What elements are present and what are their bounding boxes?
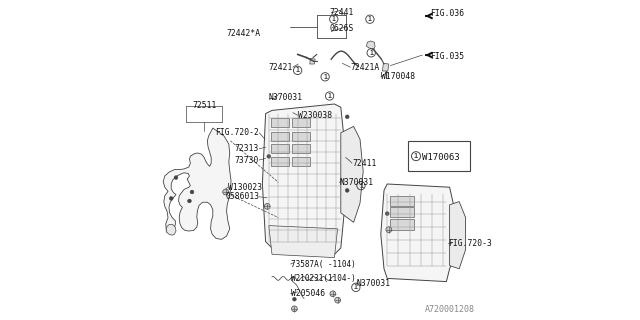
Text: FIG.720-3: FIG.720-3 [448, 239, 492, 248]
Text: 72313: 72313 [235, 144, 259, 153]
Text: 72421: 72421 [268, 63, 292, 72]
Polygon shape [390, 207, 415, 217]
Circle shape [188, 199, 191, 203]
Polygon shape [271, 144, 289, 153]
Text: 1: 1 [359, 183, 363, 188]
Circle shape [385, 212, 389, 216]
Circle shape [292, 306, 297, 312]
Text: FIG.035: FIG.035 [430, 52, 465, 60]
Circle shape [330, 291, 336, 297]
Text: N370031: N370031 [357, 279, 391, 288]
Polygon shape [163, 128, 231, 239]
Text: 1: 1 [296, 68, 300, 73]
Polygon shape [262, 104, 347, 254]
Polygon shape [271, 118, 289, 127]
Text: W230038: W230038 [298, 111, 332, 120]
Polygon shape [340, 126, 364, 222]
Circle shape [174, 176, 178, 180]
Text: 1: 1 [354, 284, 358, 290]
Polygon shape [310, 58, 315, 64]
Circle shape [223, 189, 228, 195]
Text: 72442*A: 72442*A [227, 29, 261, 38]
Polygon shape [390, 220, 415, 230]
Circle shape [386, 227, 392, 233]
Polygon shape [366, 41, 375, 50]
Text: 72511: 72511 [192, 101, 216, 110]
Polygon shape [381, 184, 456, 282]
Text: 1: 1 [323, 74, 327, 80]
Text: FIG.036: FIG.036 [430, 9, 465, 18]
Text: W130023: W130023 [228, 183, 262, 192]
Text: N370031: N370031 [269, 93, 303, 102]
Text: W170063: W170063 [422, 153, 460, 162]
Polygon shape [292, 156, 310, 165]
Text: W170048: W170048 [381, 72, 415, 81]
Text: 0626S: 0626S [330, 24, 354, 33]
Circle shape [267, 155, 271, 158]
Text: 1: 1 [368, 16, 372, 22]
Circle shape [335, 297, 340, 303]
Text: W210231(1104-): W210231(1104-) [291, 274, 355, 283]
Text: 72421A: 72421A [351, 63, 380, 72]
Text: W205046: W205046 [291, 289, 324, 298]
Text: 1: 1 [328, 93, 332, 99]
Polygon shape [271, 156, 289, 165]
Text: 73587A( -1104): 73587A( -1104) [291, 260, 355, 268]
Circle shape [264, 204, 270, 209]
Polygon shape [390, 196, 415, 206]
Polygon shape [449, 202, 466, 269]
Text: 72411: 72411 [352, 159, 376, 168]
Polygon shape [292, 144, 310, 153]
Text: 0586013: 0586013 [225, 192, 259, 201]
Polygon shape [269, 226, 338, 258]
Text: 72441: 72441 [330, 8, 354, 17]
Polygon shape [271, 132, 289, 141]
Circle shape [346, 115, 349, 119]
Text: FIG.720-2: FIG.720-2 [215, 128, 259, 137]
Circle shape [346, 188, 349, 192]
Circle shape [169, 196, 173, 200]
Circle shape [190, 190, 194, 194]
Text: 1: 1 [369, 50, 373, 56]
Polygon shape [292, 132, 310, 141]
Polygon shape [166, 225, 176, 235]
Text: 73730: 73730 [235, 156, 259, 164]
Text: N370031: N370031 [339, 178, 373, 187]
Polygon shape [383, 63, 388, 71]
Text: 1: 1 [332, 16, 336, 22]
Text: 1: 1 [414, 153, 418, 159]
Polygon shape [292, 118, 310, 127]
Text: A720001208: A720001208 [425, 305, 475, 314]
Circle shape [292, 297, 296, 301]
